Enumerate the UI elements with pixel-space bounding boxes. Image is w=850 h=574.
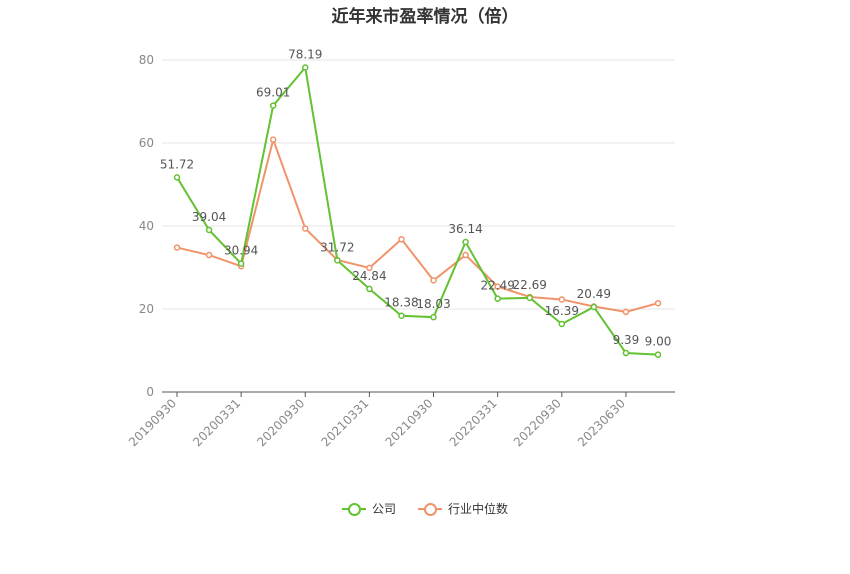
data-point bbox=[494, 283, 501, 290]
data-point bbox=[269, 136, 277, 143]
data-point bbox=[462, 251, 469, 259]
chart-title: 近年来市盈率情况（倍） bbox=[331, 7, 519, 27]
data-point bbox=[334, 257, 341, 264]
data-point bbox=[558, 320, 566, 328]
legend-swatch-company bbox=[341, 502, 366, 516]
x-tick-label: 20210930 bbox=[383, 396, 436, 449]
data-label: 30.94 bbox=[224, 244, 258, 258]
data-point bbox=[526, 294, 533, 302]
y-tick-label: 80 bbox=[139, 53, 154, 67]
data-point bbox=[205, 251, 213, 259]
data-point bbox=[366, 285, 373, 293]
legend: 公司 行业中位数 bbox=[0, 500, 850, 517]
y-tick-label: 0 bbox=[146, 385, 154, 399]
data-point bbox=[173, 244, 181, 251]
x-tick-label: 20200331 bbox=[190, 396, 243, 449]
x-tick-label: 20200930 bbox=[254, 396, 307, 449]
data-point bbox=[654, 351, 662, 358]
data-label: 69.01 bbox=[256, 86, 290, 100]
data-point bbox=[558, 296, 566, 303]
data-point bbox=[173, 174, 181, 181]
data-label: 22.69 bbox=[513, 278, 547, 292]
data-point bbox=[237, 260, 245, 267]
data-point bbox=[302, 225, 309, 232]
series-line bbox=[176, 136, 659, 313]
data-point bbox=[205, 226, 213, 234]
data-point bbox=[430, 313, 437, 321]
data-label: 20.49 bbox=[577, 287, 611, 301]
data-point bbox=[430, 277, 437, 284]
data-label: 39.04 bbox=[192, 210, 226, 224]
legend-item-company[interactable]: 公司 bbox=[341, 500, 396, 517]
legend-label-company: 公司 bbox=[371, 502, 396, 516]
data-label: 9.00 bbox=[645, 335, 672, 349]
data-label: 18.38 bbox=[384, 296, 418, 310]
x-tick-label: 20220331 bbox=[447, 396, 500, 449]
x-tick-label: 20210331 bbox=[318, 396, 371, 449]
data-label: 9.39 bbox=[613, 333, 640, 347]
data-point bbox=[622, 308, 630, 316]
data-point bbox=[622, 349, 630, 357]
data-label: 22.49 bbox=[480, 279, 514, 293]
legend-swatch-industry-median bbox=[418, 502, 442, 516]
y-tick-label: 40 bbox=[139, 219, 154, 233]
legend-label-industry-median: 行业中位数 bbox=[448, 502, 509, 516]
data-label: 24.84 bbox=[352, 269, 386, 283]
data-point bbox=[366, 264, 373, 272]
data-point bbox=[302, 64, 309, 71]
x-tick-label: 20190930 bbox=[126, 396, 179, 449]
legend-item-industry-median[interactable]: 行业中位数 bbox=[418, 500, 508, 517]
data-label: 78.19 bbox=[288, 48, 322, 62]
data-point bbox=[590, 303, 598, 311]
data-label: 18.03 bbox=[416, 297, 450, 311]
data-point bbox=[462, 238, 469, 246]
data-point bbox=[398, 312, 405, 319]
data-label: 16.39 bbox=[545, 304, 579, 318]
series-line bbox=[176, 65, 659, 356]
data-point bbox=[494, 295, 501, 302]
x-tick-label: 20220930 bbox=[511, 396, 564, 449]
x-tick-label: 20230630 bbox=[575, 396, 628, 449]
data-label: 51.72 bbox=[160, 157, 194, 171]
data-point bbox=[654, 299, 662, 307]
y-tick-label: 20 bbox=[139, 302, 154, 316]
data-label: 31.72 bbox=[320, 240, 354, 254]
y-tick-label: 60 bbox=[139, 136, 154, 150]
data-label: 36.14 bbox=[448, 222, 482, 236]
data-point bbox=[398, 236, 405, 243]
data-point bbox=[269, 102, 277, 109]
